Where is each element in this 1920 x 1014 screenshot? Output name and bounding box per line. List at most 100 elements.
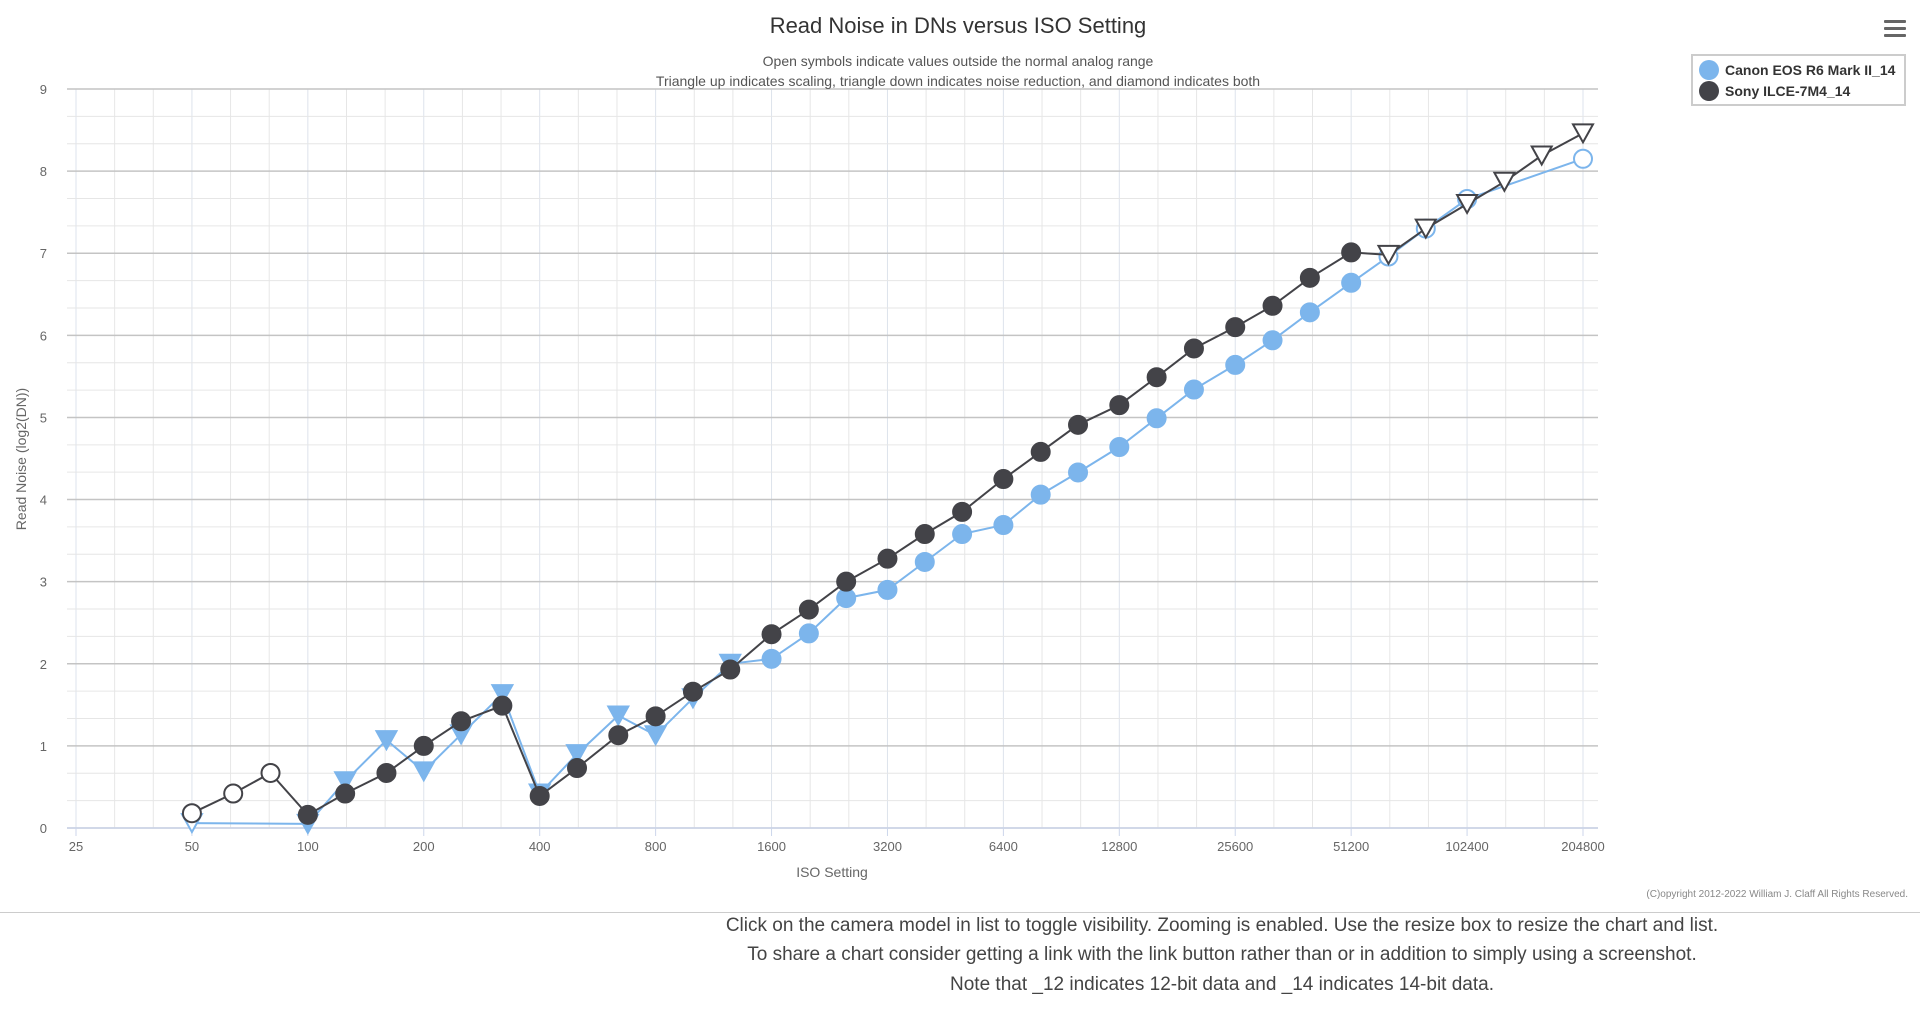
data-point-circle — [645, 706, 666, 727]
legend-circle-icon — [1699, 60, 1719, 80]
divider — [0, 912, 1920, 913]
data-point-circle — [1225, 354, 1246, 375]
data-point-circle — [1183, 379, 1204, 400]
footer-line-3: Note that _12 indicates 12-bit data and … — [950, 974, 1494, 995]
data-point-triangle-down — [1530, 145, 1554, 167]
data-point-circle — [1225, 317, 1246, 338]
data-point-circle — [451, 711, 472, 732]
footer-line-2: To share a chart consider getting a link… — [747, 944, 1697, 965]
x-tick-label: 50 — [185, 839, 199, 854]
data-point-triangle-down — [490, 684, 515, 706]
data-point-triangle-down — [1414, 218, 1438, 240]
data-point-circle — [798, 623, 819, 644]
copyright: (C)opyright 2012-2022 William J. Claff A… — [1646, 889, 1908, 900]
data-point-circle — [761, 624, 782, 645]
data-point-circle — [1068, 414, 1089, 435]
data-point-circle — [335, 783, 356, 804]
y-tick-label: 0 — [40, 821, 47, 836]
x-tick-label: 800 — [645, 839, 667, 854]
x-tick-label: 25 — [69, 839, 83, 854]
data-point-triangle-down — [643, 725, 668, 747]
y-axis-ticks: 0 1 2 3 4 5 6 7 8 9 — [40, 82, 47, 836]
data-point-circle — [1146, 408, 1167, 429]
data-point-circle — [914, 524, 935, 545]
series-sony — [181, 123, 1595, 825]
y-axis-title: Read Noise (log2(DN)) — [13, 388, 29, 530]
data-point-circle — [1341, 272, 1362, 293]
data-point-triangle-down — [374, 730, 399, 752]
legend-item-sony[interactable]: Sony ILCE-7M4_14 — [1699, 81, 1850, 101]
y-tick-label: 5 — [40, 410, 47, 425]
series-group — [180, 123, 1595, 835]
data-point-circle — [798, 599, 819, 620]
data-point-circle — [181, 803, 202, 824]
data-point-circle — [1183, 338, 1204, 359]
legend-circle-icon — [1699, 81, 1719, 101]
data-point-circle — [1262, 330, 1283, 351]
data-point-circle — [1299, 267, 1320, 288]
data-point-circle — [492, 695, 513, 716]
x-tick-label: 6400 — [989, 839, 1018, 854]
x-tick-label: 51200 — [1333, 839, 1369, 854]
data-point-triangle-down — [1492, 171, 1517, 193]
data-point-circle — [1573, 148, 1593, 169]
data-point-circle — [1109, 437, 1130, 458]
data-point-triangle-down — [606, 705, 630, 727]
y-tick-label: 8 — [40, 164, 47, 179]
x-tick-label: 3200 — [873, 839, 902, 854]
y-tick-label: 7 — [40, 246, 47, 261]
data-point-circle — [1068, 462, 1089, 483]
x-tick-label: 25600 — [1217, 839, 1253, 854]
data-point-circle — [1262, 295, 1283, 316]
data-point-circle — [914, 551, 935, 572]
legend-label: Sony ILCE-7M4_14 — [1725, 83, 1851, 99]
data-point-triangle-down — [1376, 244, 1401, 266]
data-point-triangle-down — [412, 761, 436, 783]
data-point-triangle-down — [565, 744, 589, 766]
x-tick-label: 200 — [413, 839, 435, 854]
chart-subtitle-line-2: Triangle up indicates scaling, triangle … — [656, 73, 1260, 89]
hamburger-menu-icon[interactable] — [1884, 20, 1906, 38]
chart-subtitle-line-1: Open symbols indicate values outside the… — [763, 53, 1154, 69]
legend-label: Canon EOS R6 Mark II_14 — [1725, 62, 1896, 78]
x-tick-label: 100 — [297, 839, 319, 854]
data-point-circle — [413, 735, 434, 756]
y-tick-label: 1 — [40, 739, 47, 754]
x-tick-label: 12800 — [1101, 839, 1137, 854]
data-point-circle — [993, 515, 1014, 536]
data-point-circle — [376, 762, 397, 783]
data-point-circle — [952, 524, 973, 545]
x-tick-label: 204800 — [1561, 839, 1604, 854]
data-point-triangle-down — [333, 771, 357, 793]
data-point-circle — [1109, 395, 1130, 416]
data-point-circle — [297, 804, 318, 825]
y-tick-label: 3 — [40, 575, 47, 590]
y-tick-label: 4 — [40, 493, 47, 508]
y-tick-label: 6 — [40, 328, 47, 343]
data-point-circle — [529, 785, 550, 806]
data-point-circle — [223, 783, 244, 804]
x-axis-title: ISO Setting — [796, 864, 868, 880]
data-point-circle — [836, 571, 857, 592]
data-point-triangle-down — [1571, 123, 1595, 145]
y-tick-label: 2 — [40, 657, 47, 672]
x-tick-label: 400 — [529, 839, 551, 854]
grid — [67, 88, 1598, 829]
data-point-circle — [993, 469, 1014, 490]
footer-line-1: Click on the camera model in list to tog… — [725, 915, 1719, 936]
data-point-circle — [720, 659, 741, 680]
series-canon — [180, 148, 1593, 835]
legend-item-canon[interactable]: Canon EOS R6 Mark II_14 — [1699, 60, 1895, 80]
data-point-circle — [1146, 367, 1167, 388]
data-point-circle — [1299, 302, 1320, 323]
data-point-circle — [952, 501, 973, 522]
legend: Canon EOS R6 Mark II_14 Sony ILCE-7M4_14 — [1691, 54, 1906, 106]
data-point-circle — [567, 758, 588, 779]
x-tick-label: 102400 — [1445, 839, 1488, 854]
data-point-circle — [260, 762, 281, 783]
data-point-circle — [1030, 484, 1051, 505]
data-point-circle — [877, 579, 898, 600]
data-point-circle — [1341, 242, 1362, 263]
y-tick-label: 9 — [40, 82, 47, 97]
